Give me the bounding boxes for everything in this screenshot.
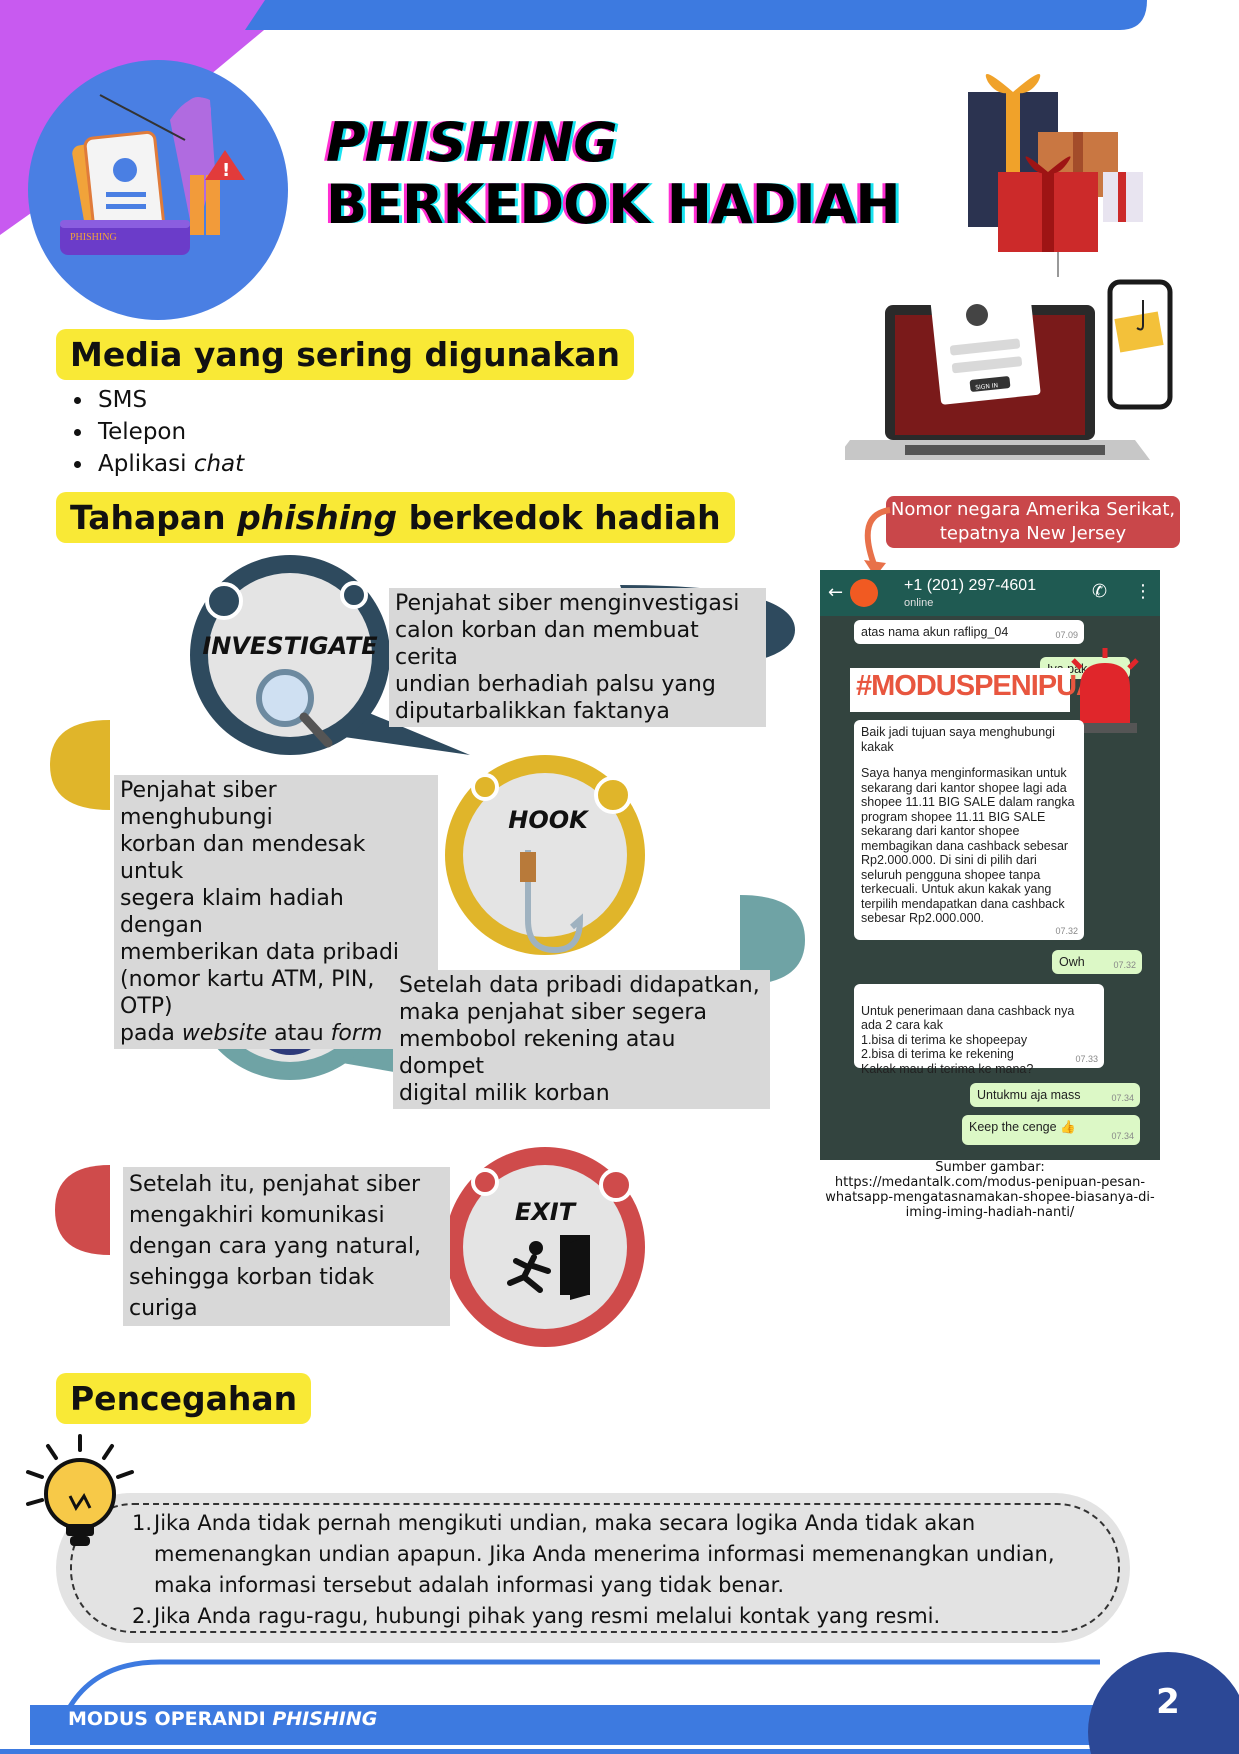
phishing-tag: PHISHING	[70, 232, 117, 243]
step-label-hook: HOOK	[508, 806, 588, 834]
pencegahan-heading: Pencegahan	[56, 1373, 312, 1424]
callout-arrow	[864, 507, 891, 577]
pencegahan-item-1: 1.Jika Anda tidak pernah mengikuti undia…	[132, 1511, 1055, 1597]
media-heading: Media yang sering digunakan	[56, 329, 635, 380]
footer-text: MODUS OPERANDI PHISHING	[68, 1708, 378, 1730]
play-text: Setelah data pribadi didapatkan, maka pen…	[393, 970, 770, 1109]
chat-msg-keep: Keep the cenge 👍 07.34	[962, 1115, 1140, 1145]
pencegahan-panel	[56, 1493, 1130, 1643]
hook-text: Penjahat siber menghubungi korban dan men…	[114, 775, 438, 1049]
fisherman-illustration: PHISHING !	[60, 94, 245, 255]
media-item-sms: SMS	[94, 384, 244, 416]
pencegahan-dashed-border	[70, 1503, 1120, 1633]
title-line-1: PHISHING	[326, 111, 618, 174]
gift-boxes-illustration	[968, 74, 1143, 277]
chat-msg-cara: Untuk penerimaan dana cashback nya ada 2…	[854, 984, 1104, 1076]
hashtag-text: #MODUSPENIPUAN	[856, 670, 1117, 702]
chat-screenshot: ← +1 (201) 297-4601 online ✆ ⋮ atas nama…	[820, 570, 1160, 1160]
chat-msg-long: Baik jadi tujuan saya menghubungi kakak …	[854, 720, 1084, 940]
chat-msg-owh: Owh 07.32	[1052, 950, 1142, 974]
hashtag-box	[850, 668, 1070, 712]
chat-msg-top: atas nama akun raflipg_04 07.09	[854, 620, 1084, 644]
page-title: PHISHING BERKEDOK HADIAH	[326, 111, 901, 236]
lightbulb-icon	[26, 1434, 134, 1546]
call-icon[interactable]: ✆	[1092, 581, 1108, 602]
pencegahan-item-2: 2.Jika Anda ragu-ragu, hubungi pihak yan…	[132, 1604, 941, 1628]
footer-decoration	[0, 1652, 1239, 1754]
menu-icon[interactable]: ⋮	[1134, 581, 1152, 602]
svg-text:!: !	[222, 160, 230, 181]
top-blue-bar	[245, 0, 1147, 30]
contact-avatar	[850, 579, 878, 607]
media-item-telepon: Telepon	[94, 416, 244, 448]
page-number: 2	[1156, 1682, 1180, 1722]
chat-status: online	[904, 597, 934, 609]
chat-contact: +1 (201) 297-4601	[904, 577, 1037, 594]
pencegahan-list: 1.Jika Anda tidak pernah mengikuti undia…	[132, 1508, 1092, 1632]
signin-text: SIGN IN	[975, 382, 998, 391]
step-label-exit: EXIT	[514, 1198, 576, 1226]
laptop-phishing-illustration: SIGN IN	[845, 279, 1173, 460]
investigate-text: Penjahat siber menginvestigasi calon korb…	[389, 588, 766, 727]
chat-msg-untukmu: Untukmu aja mass 07.34	[970, 1083, 1140, 1107]
siren-icon	[1071, 648, 1139, 733]
media-list: SMS Telepon Aplikasi chat	[66, 384, 244, 480]
country-callout: Nomor negara Amerika Serikat, tepatnya N…	[886, 496, 1180, 548]
media-item-chat: Aplikasi chat	[94, 448, 244, 480]
title-line-2: BERKEDOK HADIAH	[326, 173, 901, 236]
image-source: Sumber gambar: https://medantalk.com/mod…	[825, 1160, 1155, 1220]
step-label-investigate: INVESTIGATE	[202, 632, 378, 660]
tahapan-heading: Tahapan phishing berkedok hadiah	[56, 492, 735, 543]
back-arrow-icon[interactable]: ←	[828, 582, 844, 603]
exit-text: Setelah itu, penjahat siber mengakhiri ko…	[123, 1167, 450, 1326]
